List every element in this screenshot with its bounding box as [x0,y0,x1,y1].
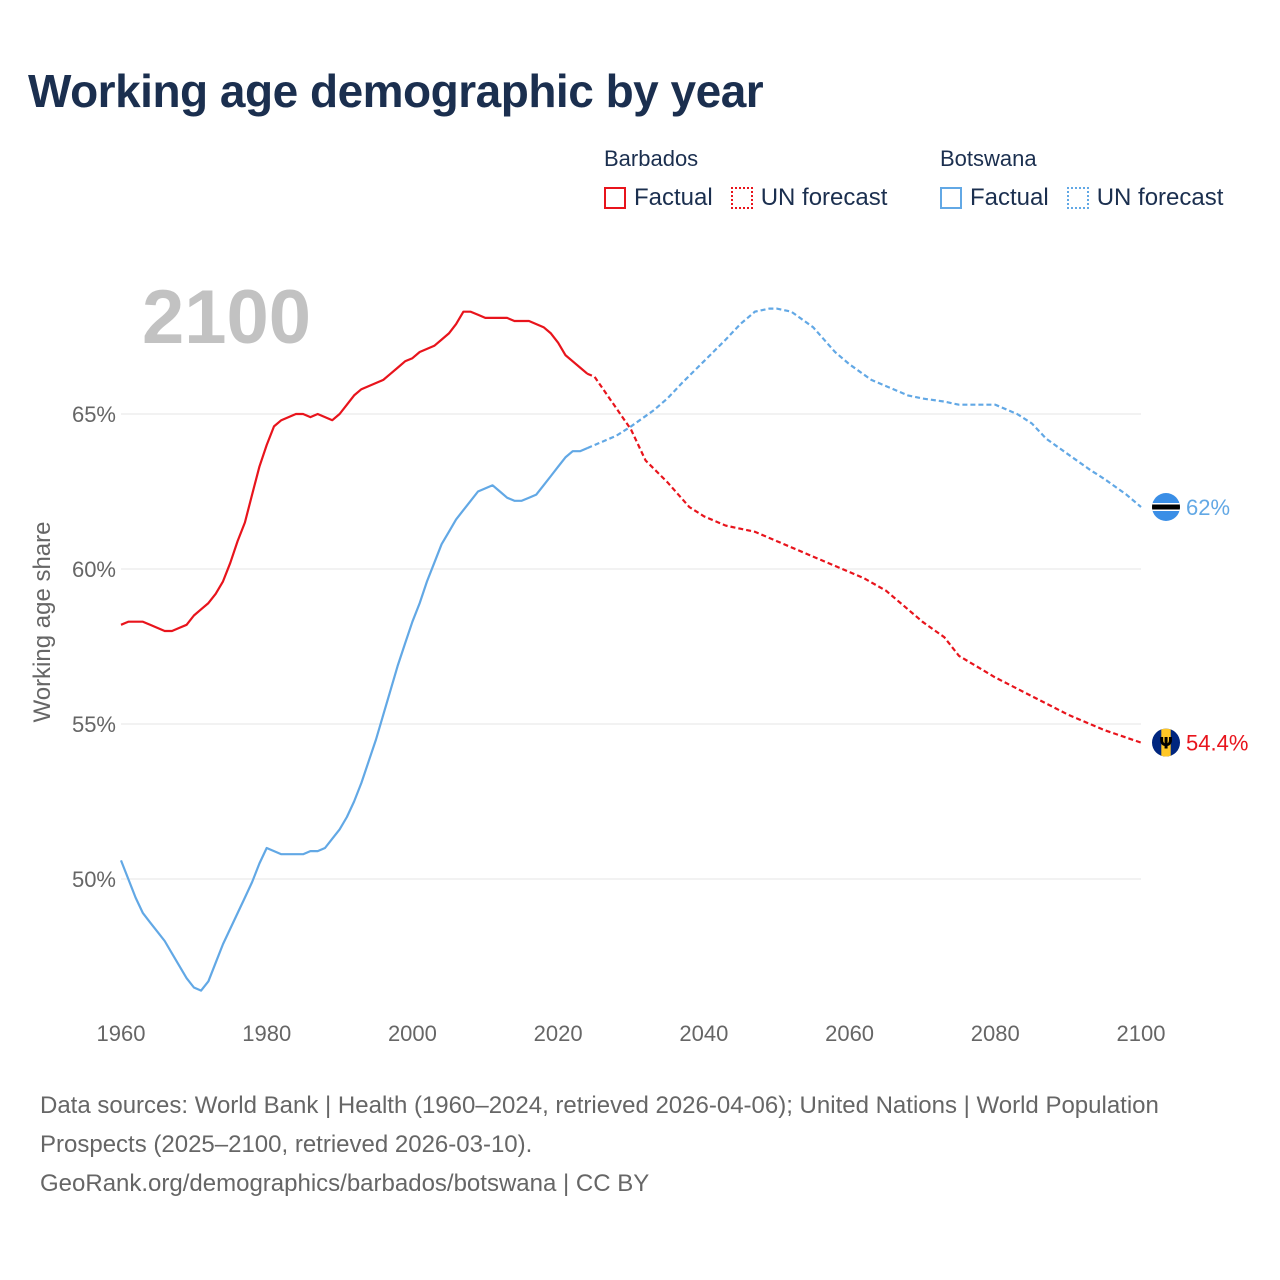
flag-barbados-icon: Ψ [1152,728,1180,757]
year-watermark: 2100 [142,275,311,360]
legend-swatch-dotted [1066,187,1089,209]
x-tick-label: 2020 [534,1021,583,1046]
x-tick-label: 2080 [971,1021,1020,1046]
legend-barbados-factual[interactable]: Factual [604,184,713,212]
line-chart: 2100 50% 55% 60% 65% 1960 1980 2000 2020 2040 20… [29,275,1248,1046]
legend-group-botswana: Botswana Factual UN forecast [940,146,1223,212]
legend-country-botswana: Botswana [940,146,1037,171]
y-axis-label: Working age share [29,522,56,723]
legend-swatch-solid [940,187,962,209]
end-markers: Ψ 54.4% 62% [1152,493,1248,757]
legend-label: UN forecast [1096,184,1224,211]
x-axis-ticks: 1960 1980 2000 2020 2040 2060 2080 2100 [97,1021,1166,1046]
x-tick-label: 2100 [1117,1021,1166,1046]
line-botswana-factual[interactable] [119,447,588,992]
legend-label: UN forecast [760,184,888,211]
x-tick-label: 2000 [388,1021,437,1046]
legend-swatch-solid [604,187,626,209]
x-tick-label: 2060 [825,1021,874,1046]
legend-botswana-forecast[interactable]: UN forecast [1066,184,1224,212]
grid-lines [121,413,1141,880]
line-barbados-factual[interactable] [120,310,589,633]
y-axis-ticks: 50% 55% 60% 65% [72,402,116,892]
legend-barbados-forecast[interactable]: UN forecast [730,184,888,212]
chart-title: Working age demographic by year [28,65,764,117]
x-tick-label: 1980 [242,1021,291,1046]
y-tick-label: 65% [72,402,116,427]
x-tick-label: 1960 [97,1021,146,1046]
y-tick-label: 60% [72,557,116,582]
line-botswana-forecast[interactable] [586,307,1142,508]
attribution-link[interactable]: GeoRank.org/demographics/barbados/botswa… [40,1170,650,1197]
data-sources: Data sources: World Bank | Health (1960–… [40,1092,1159,1158]
series-lines [119,307,1142,992]
end-label-botswana: 62% [1186,495,1230,520]
legend-botswana-factual[interactable]: Factual [940,184,1049,212]
line-barbados-forecast[interactable] [586,372,1142,744]
x-tick-label: 2040 [679,1021,728,1046]
legend-label: Factual [634,184,713,211]
legend-label: Factual [970,184,1049,211]
flag-botswana-icon [1152,493,1180,521]
legend-swatch-dotted [730,187,753,209]
end-label-barbados: 54.4% [1186,731,1248,756]
footer: Data sources: World Bank | Health (1960–… [40,1086,1180,1203]
legend-country-barbados: Barbados [604,146,699,171]
y-tick-label: 50% [72,867,116,892]
legend-group-barbados: Barbados Factual UN forecast [604,146,905,212]
y-tick-label: 55% [72,712,116,737]
svg-text:Ψ: Ψ [1159,734,1173,753]
